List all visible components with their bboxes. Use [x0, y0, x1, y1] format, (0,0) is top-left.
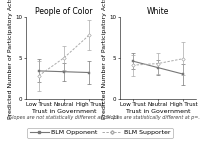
Legend: BLM Opponent, BLM Supporter: BLM Opponent, BLM Supporter [27, 127, 173, 138]
Y-axis label: Predicted Number of Participatory Acts: Predicted Number of Participatory Acts [102, 0, 107, 119]
Title: White: White [147, 7, 169, 16]
Title: People of Color: People of Color [35, 7, 93, 16]
X-axis label: Trust in Government: Trust in Government [32, 109, 96, 114]
X-axis label: Trust in Government: Trust in Government [126, 109, 190, 114]
Y-axis label: Predicted Number of Participatory Acts: Predicted Number of Participatory Acts [8, 0, 13, 119]
Text: Slopes are not statistically different at p=.13: Slopes are not statistically different a… [9, 115, 119, 120]
Text: Slopes are statistically different at p=.019: Slopes are statistically different at p=… [106, 115, 200, 120]
